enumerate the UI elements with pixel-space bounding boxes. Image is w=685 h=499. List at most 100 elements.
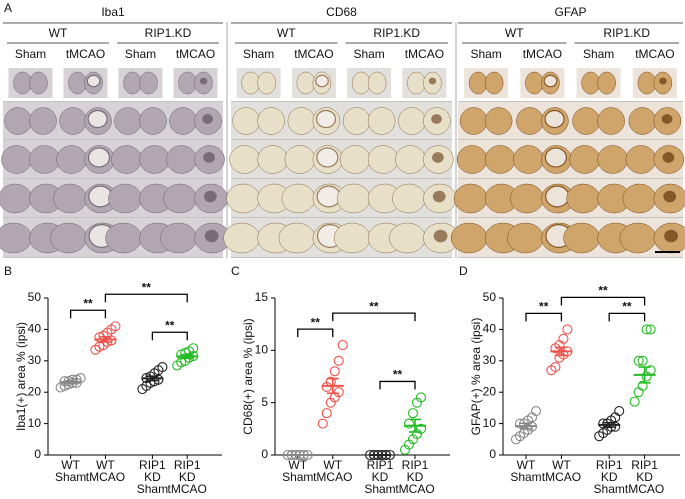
brain-section: [597, 145, 628, 174]
x-tick-label: RIP1: [139, 458, 166, 472]
x-tick-label: tMCAO: [86, 470, 125, 484]
condition-label: tMCAO: [405, 47, 444, 61]
brain-section: [637, 71, 657, 95]
x-tick-label: Sham: [137, 482, 168, 496]
lesion: [203, 152, 215, 163]
data-point: [550, 362, 561, 373]
significance-bracket: [379, 380, 416, 390]
brain-section: [336, 183, 371, 214]
data-point: [321, 408, 332, 419]
x-tick-label: RIP1: [596, 458, 623, 472]
data-point: [337, 340, 348, 351]
brain-section: [56, 145, 87, 174]
data-point: [645, 324, 656, 335]
condition-label: tMCAO: [176, 47, 215, 61]
lesion: [86, 74, 101, 88]
lesion: [87, 109, 108, 129]
data-point: [629, 396, 640, 407]
data-point: [641, 324, 652, 335]
condition-label: Sham: [470, 47, 501, 61]
significance-label: **: [83, 296, 93, 310]
y-tick-label: 15: [255, 290, 269, 304]
significance-label: **: [539, 300, 549, 314]
significance-label: **: [142, 280, 152, 294]
brain-section: [597, 71, 616, 95]
brain-section: [1, 145, 32, 174]
condition-label: Sham: [243, 47, 274, 61]
x-tick-label: tMCAO: [542, 470, 581, 484]
x-tick-label: tMCAO: [395, 482, 434, 496]
y-tick-label: 0: [261, 447, 268, 461]
brain-section: [139, 71, 158, 95]
x-tick-label: WT: [323, 458, 342, 472]
significance-bracket: [332, 312, 416, 322]
x-tick-label: tMCAO: [168, 482, 207, 496]
condition-label: Sham: [15, 47, 46, 61]
brain-section: [166, 145, 197, 174]
y-tick-label: 50: [483, 290, 497, 304]
x-tick-label: RIP1: [367, 458, 394, 472]
brain-section: [226, 183, 260, 214]
data-point: [329, 366, 340, 377]
y-axis-label: GFAP(+) % area (ipsi): [469, 318, 483, 436]
lesion: [199, 77, 208, 85]
data-point: [637, 355, 648, 366]
significance-bracket: [151, 331, 188, 341]
x-tick-label: WT: [288, 458, 307, 472]
brain-section: [50, 222, 87, 254]
x-tick-label: Sham: [364, 482, 395, 496]
significance-label: **: [393, 368, 403, 382]
brain-section: [281, 183, 316, 214]
brain-section: [456, 145, 488, 174]
brain-section: [4, 107, 32, 135]
x-tick-label: tMCAO: [625, 482, 664, 496]
brain-section: [453, 183, 488, 214]
data-point: [530, 405, 542, 417]
y-tick-label: 30: [483, 353, 497, 367]
condition-label: Sham: [353, 47, 384, 61]
data-point: [558, 333, 569, 344]
y-axis-label: CD68(+) area % (ipsi): [241, 318, 255, 434]
data-point: [415, 392, 427, 403]
genotype-label: RIP1.KD: [145, 26, 192, 40]
brain-section: [339, 145, 371, 174]
y-tick-label: 30: [28, 353, 42, 367]
brain-section: [389, 222, 426, 254]
brain-section: [625, 145, 657, 174]
brain-section: [257, 107, 285, 135]
brain-section: [507, 222, 544, 254]
data-point: [637, 380, 648, 391]
genotype-label: WT: [277, 26, 296, 40]
brain-section: [139, 145, 170, 174]
x-tick-label: RIP1: [174, 458, 201, 472]
x-tick-label: Sham: [594, 482, 625, 496]
brain-section: [516, 107, 544, 135]
x-tick-label: Sham: [510, 470, 541, 484]
brain-section: [229, 145, 260, 174]
y-tick-label: 20: [483, 384, 497, 398]
data-point: [562, 324, 573, 335]
brain-section: [296, 71, 316, 95]
condition-label: tMCAO: [66, 47, 105, 61]
brain-section: [484, 107, 513, 135]
brain-section: [105, 222, 142, 254]
brain-section: [484, 71, 504, 95]
significance-bracket: [560, 296, 646, 306]
significance-bracket: [608, 312, 646, 322]
data-point: [188, 343, 199, 354]
y-tick-label: 10: [28, 416, 42, 430]
panel-label: A: [4, 1, 12, 15]
lesion: [203, 190, 217, 203]
significance-label: **: [598, 284, 608, 298]
brain-section: [367, 71, 387, 95]
brain-section: [333, 222, 371, 254]
brain-section: [367, 145, 399, 174]
lesion: [87, 147, 111, 168]
data-point: [157, 362, 168, 373]
brain-section: [257, 71, 276, 95]
lesion: [315, 109, 337, 129]
brain-section: [59, 107, 87, 135]
y-axis-label: Iba1(+) area % (ipsi): [14, 322, 28, 431]
y-tick-label: 5: [261, 395, 268, 409]
brain-section: [284, 145, 316, 174]
